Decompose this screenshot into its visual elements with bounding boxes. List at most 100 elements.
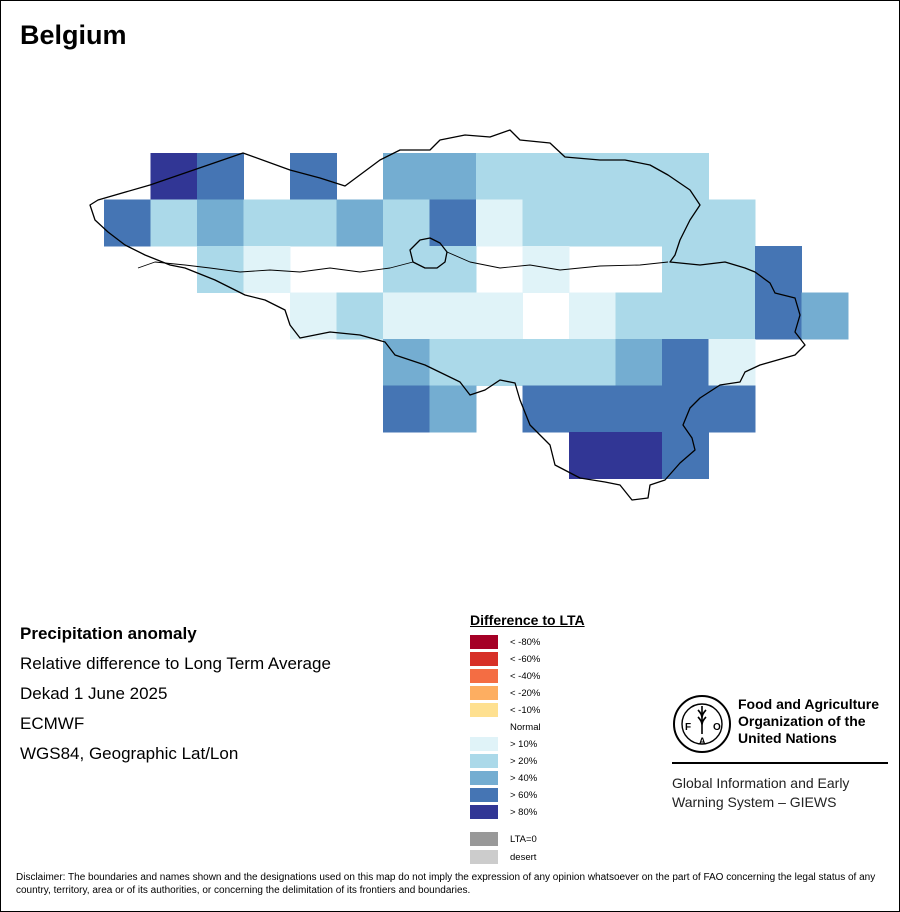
legend-label: > 20% bbox=[510, 755, 538, 767]
legend-item: < -10% bbox=[470, 702, 540, 718]
grid-cell bbox=[708, 385, 756, 433]
grid-cell bbox=[615, 432, 663, 479]
grid-cell bbox=[615, 199, 663, 247]
grid-cell bbox=[476, 153, 523, 200]
legend-label: > 40% bbox=[510, 772, 538, 784]
info-source: ECMWF bbox=[20, 714, 85, 733]
grid-cell bbox=[197, 199, 244, 247]
grid-cell bbox=[801, 292, 849, 340]
legend-title: Difference to LTA bbox=[470, 612, 585, 628]
legend-label: < -10% bbox=[510, 704, 541, 716]
fao-name: Food and Agriculture Organization of the… bbox=[738, 696, 898, 747]
legend-label: < -20% bbox=[510, 687, 541, 699]
grid-cell bbox=[569, 432, 616, 479]
legend-item: < -40% bbox=[470, 668, 540, 684]
fao-logo-icon: F O A bbox=[673, 695, 731, 753]
legend-label: < -60% bbox=[510, 653, 541, 665]
legend-swatch bbox=[470, 788, 498, 802]
fao-name-line: Food and Agriculture bbox=[738, 696, 880, 712]
belgium-outline bbox=[89, 129, 806, 501]
grid-cell bbox=[336, 199, 384, 247]
grid-cell bbox=[569, 292, 616, 340]
giews-name: Global Information and Early Warning Sys… bbox=[672, 774, 888, 812]
legend-label: LTA=0 bbox=[510, 833, 537, 845]
grid-cell bbox=[708, 339, 756, 386]
grid-cell bbox=[383, 199, 430, 247]
grid-cell bbox=[429, 246, 477, 293]
svg-text:A: A bbox=[699, 736, 706, 746]
legend-label: > 10% bbox=[510, 738, 538, 750]
grid-cell bbox=[522, 153, 570, 200]
grid-cell bbox=[476, 339, 523, 386]
anomaly-grid bbox=[104, 153, 849, 479]
legend-swatch bbox=[470, 754, 498, 768]
grid-cell bbox=[336, 292, 384, 340]
legend-swatch bbox=[470, 686, 498, 700]
country-boundary bbox=[89, 129, 806, 501]
info-projection: WGS84, Geographic Lat/Lon bbox=[20, 744, 239, 763]
disclaimer: Disclaimer: The boundaries and names sho… bbox=[16, 872, 876, 896]
grid-cell bbox=[429, 385, 477, 433]
grid-cell bbox=[708, 292, 756, 340]
fao-name-line: United Nations bbox=[738, 730, 837, 746]
giews-line: Global Information and Early bbox=[672, 775, 850, 791]
legend-label: desert bbox=[510, 851, 537, 863]
legend-swatch bbox=[470, 652, 498, 666]
grid-cell bbox=[150, 199, 198, 247]
legend-item: LTA=0 bbox=[470, 831, 537, 847]
grid-cell bbox=[104, 199, 151, 247]
divider bbox=[672, 762, 888, 764]
legend-item: > 10% bbox=[470, 736, 537, 752]
legend-label: > 60% bbox=[510, 789, 538, 801]
legend-label: Normal bbox=[510, 721, 541, 733]
grid-cell bbox=[662, 339, 709, 386]
legend-swatch bbox=[470, 737, 498, 751]
grid-cell bbox=[615, 385, 663, 433]
grid-cell bbox=[429, 199, 477, 247]
legend-item: < -20% bbox=[470, 685, 540, 701]
legend-swatch bbox=[470, 635, 498, 649]
legend-swatch bbox=[470, 832, 498, 846]
grid-cell bbox=[197, 153, 244, 200]
legend-label: > 80% bbox=[510, 806, 538, 818]
legend-item: desert bbox=[470, 849, 536, 865]
grid-cell bbox=[243, 199, 291, 247]
grid-cell bbox=[522, 199, 570, 247]
map-info: Precipitation anomaly Relative differenc… bbox=[20, 619, 331, 769]
brussels-outline bbox=[409, 237, 448, 269]
grid-cell bbox=[569, 385, 616, 433]
legend-swatch bbox=[470, 720, 498, 734]
regional-boundary bbox=[137, 251, 669, 273]
legend: Difference to LTA < -80% < -60% < -40% < -2… bbox=[470, 612, 670, 864]
grid-cell bbox=[429, 292, 477, 340]
grid-cell bbox=[476, 292, 523, 340]
grid-cell bbox=[569, 153, 616, 200]
grid-cell bbox=[662, 385, 709, 433]
grid-cell bbox=[615, 292, 663, 340]
grid-cell bbox=[383, 385, 430, 433]
grid-cell bbox=[476, 199, 523, 247]
legend-label: < -80% bbox=[510, 636, 541, 648]
legend-item: Normal bbox=[470, 719, 541, 735]
grid-cell bbox=[755, 292, 802, 340]
grid-cell bbox=[383, 153, 430, 200]
legend-item: > 40% bbox=[470, 770, 537, 786]
grid-cell bbox=[662, 432, 709, 479]
grid-cell bbox=[708, 199, 756, 247]
legend-swatch bbox=[470, 669, 498, 683]
grid-cell bbox=[383, 292, 430, 340]
grid-cell bbox=[662, 199, 709, 247]
fao-name-line: Organization of the bbox=[738, 713, 866, 729]
grid-cell bbox=[662, 292, 709, 340]
grid-cell bbox=[383, 339, 430, 386]
legend-swatch bbox=[470, 703, 498, 717]
grid-cell bbox=[662, 246, 709, 293]
svg-text:F: F bbox=[685, 722, 691, 733]
giews-line: Warning System – GIEWS bbox=[672, 794, 837, 810]
map-title: Belgium bbox=[20, 20, 127, 50]
grid-cell bbox=[429, 153, 477, 200]
grid-cell bbox=[615, 153, 663, 200]
grid-cell bbox=[755, 246, 802, 293]
legend-item: > 60% bbox=[470, 787, 537, 803]
